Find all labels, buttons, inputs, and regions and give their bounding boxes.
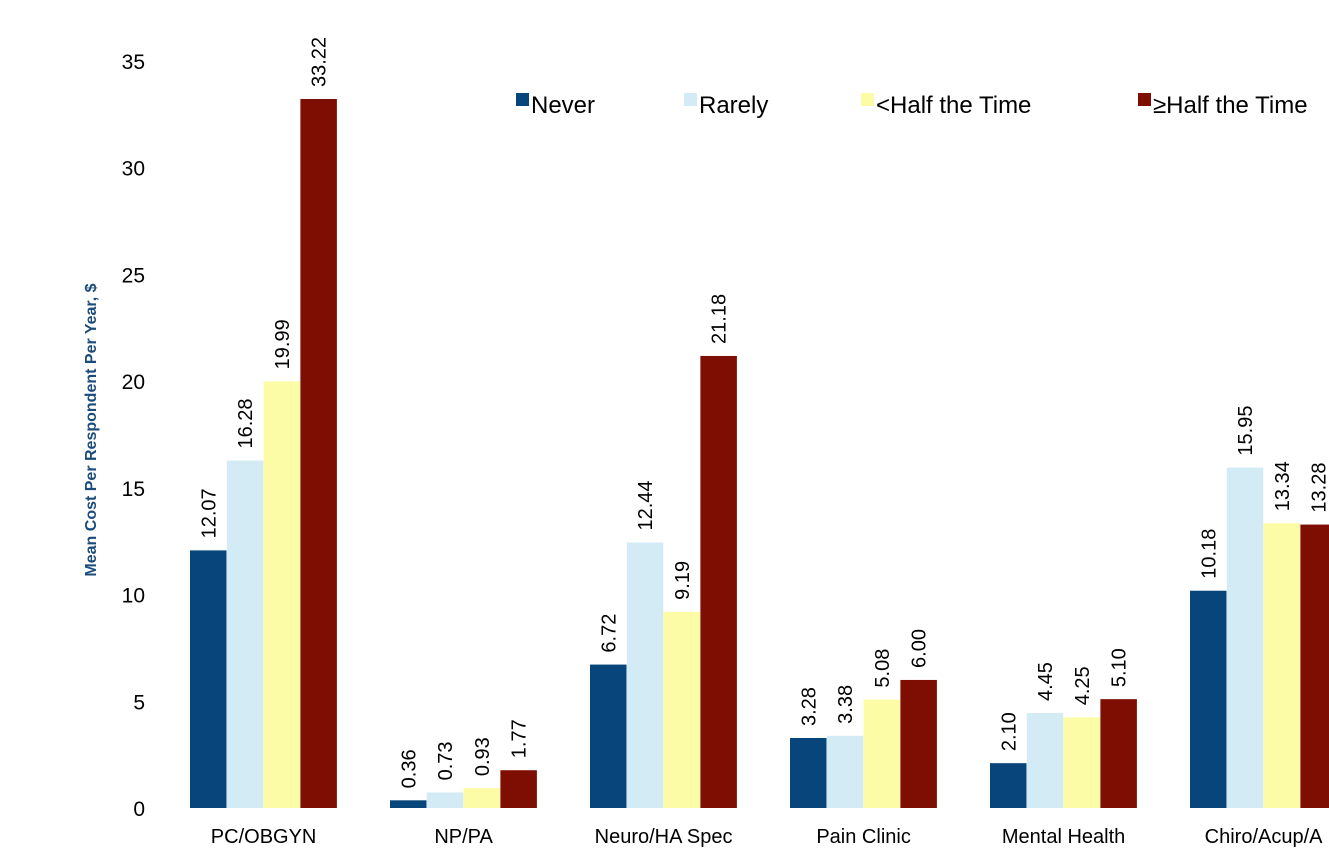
bar — [863, 699, 901, 808]
y-axis-label: Mean Cost Per Respondent Per Year, $ — [83, 283, 100, 576]
category-label: Chiro/Acup/A — [1205, 826, 1323, 848]
bar-value-label: 1.77 — [509, 719, 531, 758]
bar-value-label: 12.07 — [198, 488, 220, 538]
legend-swatch — [516, 93, 529, 106]
y-tick-label: 5 — [133, 691, 145, 714]
bar-value-label: 33.22 — [309, 37, 331, 87]
bar — [1063, 717, 1101, 808]
bar-value-label: 10.18 — [1198, 529, 1220, 579]
bar — [390, 800, 427, 808]
bar — [500, 770, 537, 808]
bar — [190, 550, 227, 808]
y-axis-ticks: 0 5 10 15 20 25 30 35 — [122, 51, 145, 821]
bar-value-label: 12.44 — [635, 480, 657, 530]
legend-swatch — [1138, 93, 1151, 106]
bar — [900, 679, 937, 808]
y-tick-label: 35 — [122, 51, 145, 74]
bar-value-label: 0.36 — [398, 749, 420, 788]
bar — [626, 542, 664, 808]
bar — [663, 611, 701, 808]
bar — [990, 763, 1027, 808]
bar — [1026, 713, 1064, 808]
y-tick-label: 0 — [133, 798, 145, 821]
bar — [1263, 523, 1301, 808]
category-label: Mental Health — [1002, 826, 1125, 848]
bar-value-label: 16.28 — [235, 398, 257, 448]
bars: 12.07 16.28 19.99 33.22 0.36 0.73 0.93 1.77 6.72… — [190, 37, 1329, 808]
legend-swatch — [684, 93, 697, 106]
bar — [463, 788, 501, 808]
bar — [826, 735, 864, 808]
bar-value-label: 6.00 — [909, 629, 931, 668]
bar — [1100, 699, 1137, 808]
bar — [426, 792, 464, 808]
bar-value-label: 4.45 — [1035, 662, 1057, 701]
bar-value-label: 9.19 — [672, 561, 694, 600]
y-tick-label: 15 — [122, 478, 145, 501]
bar — [590, 664, 627, 808]
bar-value-label: 3.38 — [835, 685, 857, 724]
bar — [790, 737, 827, 808]
legend: Never Rarely <Half the Time ≥Half the Time — [516, 92, 1308, 119]
category-label: Neuro/HA Spec — [595, 826, 733, 848]
y-tick-label: 25 — [122, 264, 145, 287]
bar-value-label: 21.18 — [709, 294, 731, 344]
category-label: Pain Clinic — [816, 826, 910, 848]
bar — [1300, 524, 1329, 808]
bar — [263, 381, 301, 808]
bar — [700, 355, 737, 808]
bar-value-label: 13.34 — [1272, 461, 1294, 511]
bar — [300, 98, 337, 808]
y-tick-label: 30 — [122, 158, 145, 181]
category-label: PC/OBGYN — [211, 826, 317, 848]
category-label: NP/PA — [434, 826, 493, 848]
legend-label: ≥Half the Time — [1153, 92, 1308, 119]
category-labels: PC/OBGYN NP/PA Neuro/HA Spec Pain Clinic Men… — [211, 826, 1323, 848]
bar — [1226, 467, 1264, 808]
bar-value-label: 5.10 — [1109, 648, 1131, 687]
bar-value-label: 0.93 — [472, 737, 494, 776]
bar-value-label: 15.95 — [1235, 406, 1257, 456]
bar — [226, 460, 264, 808]
legend-label: Never — [531, 92, 595, 119]
bar-value-label: 13.28 — [1309, 463, 1329, 513]
legend-swatch — [861, 93, 874, 106]
bar — [1190, 590, 1227, 808]
bar-value-label: 19.99 — [272, 319, 294, 369]
legend-label: <Half the Time — [876, 92, 1031, 119]
y-tick-label: 20 — [122, 371, 145, 394]
bar-value-label: 4.25 — [1072, 666, 1094, 705]
bar-value-label: 0.73 — [435, 741, 457, 780]
bar-value-label: 6.72 — [598, 614, 620, 653]
bar-value-label: 3.28 — [798, 687, 820, 726]
legend-label: Rarely — [699, 92, 768, 119]
bar-value-label: 5.08 — [872, 649, 894, 688]
y-tick-label: 10 — [122, 585, 145, 608]
bar-value-label: 2.10 — [998, 712, 1020, 751]
